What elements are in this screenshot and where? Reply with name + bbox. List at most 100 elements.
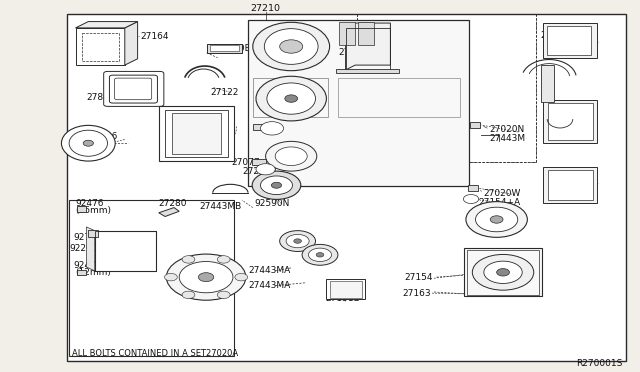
Bar xyxy=(468,185,478,191)
Ellipse shape xyxy=(308,248,332,262)
Ellipse shape xyxy=(256,164,275,175)
Ellipse shape xyxy=(294,239,301,243)
Polygon shape xyxy=(86,227,95,271)
Bar xyxy=(336,69,399,73)
Bar xyxy=(543,23,597,58)
Ellipse shape xyxy=(286,234,309,248)
Bar xyxy=(548,170,593,200)
Bar xyxy=(543,167,597,203)
Text: 92476: 92476 xyxy=(76,199,104,208)
Text: 27020N: 27020N xyxy=(490,125,525,134)
Ellipse shape xyxy=(285,95,298,102)
Ellipse shape xyxy=(472,254,534,290)
Ellipse shape xyxy=(267,83,316,114)
Bar xyxy=(95,231,156,271)
Text: 27443MB: 27443MB xyxy=(200,202,242,211)
Ellipse shape xyxy=(252,171,301,199)
Text: 27010B: 27010B xyxy=(216,44,251,53)
Text: 27443M: 27443M xyxy=(490,134,525,143)
Bar xyxy=(207,44,242,53)
Bar xyxy=(464,248,542,296)
Text: 27443MA: 27443MA xyxy=(248,281,291,290)
Ellipse shape xyxy=(164,273,177,281)
Ellipse shape xyxy=(260,122,284,135)
Ellipse shape xyxy=(256,76,326,121)
Text: 27287Z: 27287Z xyxy=(182,279,217,288)
Bar xyxy=(470,122,480,128)
Polygon shape xyxy=(125,22,138,65)
Text: 27151D: 27151D xyxy=(325,294,360,303)
Text: ALL BOLTS CONTAINED IN A SET27020A: ALL BOLTS CONTAINED IN A SET27020A xyxy=(72,349,238,358)
Text: 27226: 27226 xyxy=(90,132,118,141)
Bar xyxy=(67,14,626,361)
Ellipse shape xyxy=(69,130,108,156)
Bar xyxy=(326,279,365,299)
Bar xyxy=(253,124,267,130)
Bar xyxy=(339,22,355,45)
Text: 27197M: 27197M xyxy=(541,31,577,40)
Text: 27122: 27122 xyxy=(210,88,238,97)
Ellipse shape xyxy=(253,22,330,71)
Text: 27864R: 27864R xyxy=(479,222,513,231)
Ellipse shape xyxy=(476,207,518,232)
Bar xyxy=(95,231,156,271)
Text: R270001S: R270001S xyxy=(576,359,622,368)
Text: 92796: 92796 xyxy=(74,233,102,242)
Text: 27154: 27154 xyxy=(404,273,433,282)
Ellipse shape xyxy=(264,29,318,64)
Bar xyxy=(547,26,591,55)
Text: 27287W: 27287W xyxy=(547,177,584,186)
Bar xyxy=(541,65,554,102)
Bar xyxy=(252,159,266,165)
Ellipse shape xyxy=(182,291,195,299)
Bar xyxy=(253,78,328,117)
Ellipse shape xyxy=(271,182,282,188)
Ellipse shape xyxy=(235,273,248,281)
Ellipse shape xyxy=(463,195,479,203)
Text: (12mm): (12mm) xyxy=(76,268,111,277)
Ellipse shape xyxy=(179,262,233,293)
Polygon shape xyxy=(76,22,138,28)
FancyBboxPatch shape xyxy=(115,78,152,100)
Bar xyxy=(358,22,374,45)
Ellipse shape xyxy=(316,253,324,257)
Text: 27125: 27125 xyxy=(197,119,226,128)
Text: 27163: 27163 xyxy=(402,289,431,298)
Text: 27210: 27210 xyxy=(251,4,280,13)
Text: 27287V: 27287V xyxy=(242,167,276,176)
Text: 27175M-: 27175M- xyxy=(338,48,378,57)
Ellipse shape xyxy=(198,273,214,282)
Bar xyxy=(346,28,390,70)
Bar xyxy=(159,106,234,161)
Text: 27020W: 27020W xyxy=(483,189,520,198)
Bar xyxy=(165,110,228,157)
Ellipse shape xyxy=(275,147,307,166)
Ellipse shape xyxy=(166,254,246,300)
Bar xyxy=(467,250,539,295)
Ellipse shape xyxy=(490,216,503,223)
Text: 92590N: 92590N xyxy=(255,199,290,208)
Bar xyxy=(548,103,593,140)
Polygon shape xyxy=(346,23,390,70)
Ellipse shape xyxy=(182,256,195,263)
Ellipse shape xyxy=(466,202,527,237)
Bar xyxy=(338,78,460,117)
FancyBboxPatch shape xyxy=(109,75,157,103)
Ellipse shape xyxy=(218,256,230,263)
Ellipse shape xyxy=(497,269,509,276)
Ellipse shape xyxy=(280,231,316,251)
Text: 27443MA: 27443MA xyxy=(248,266,291,275)
Text: 27280: 27280 xyxy=(159,199,188,208)
Bar xyxy=(172,113,221,154)
Bar xyxy=(82,33,119,61)
Text: 27700C: 27700C xyxy=(344,36,379,45)
Ellipse shape xyxy=(83,140,93,146)
Text: (16mm): (16mm) xyxy=(76,206,111,215)
Bar xyxy=(77,270,86,275)
FancyBboxPatch shape xyxy=(104,71,164,106)
Bar xyxy=(543,100,597,143)
Text: 27154+A: 27154+A xyxy=(479,198,521,207)
Text: 27077: 27077 xyxy=(232,158,260,167)
Ellipse shape xyxy=(484,261,522,283)
Polygon shape xyxy=(159,208,179,217)
